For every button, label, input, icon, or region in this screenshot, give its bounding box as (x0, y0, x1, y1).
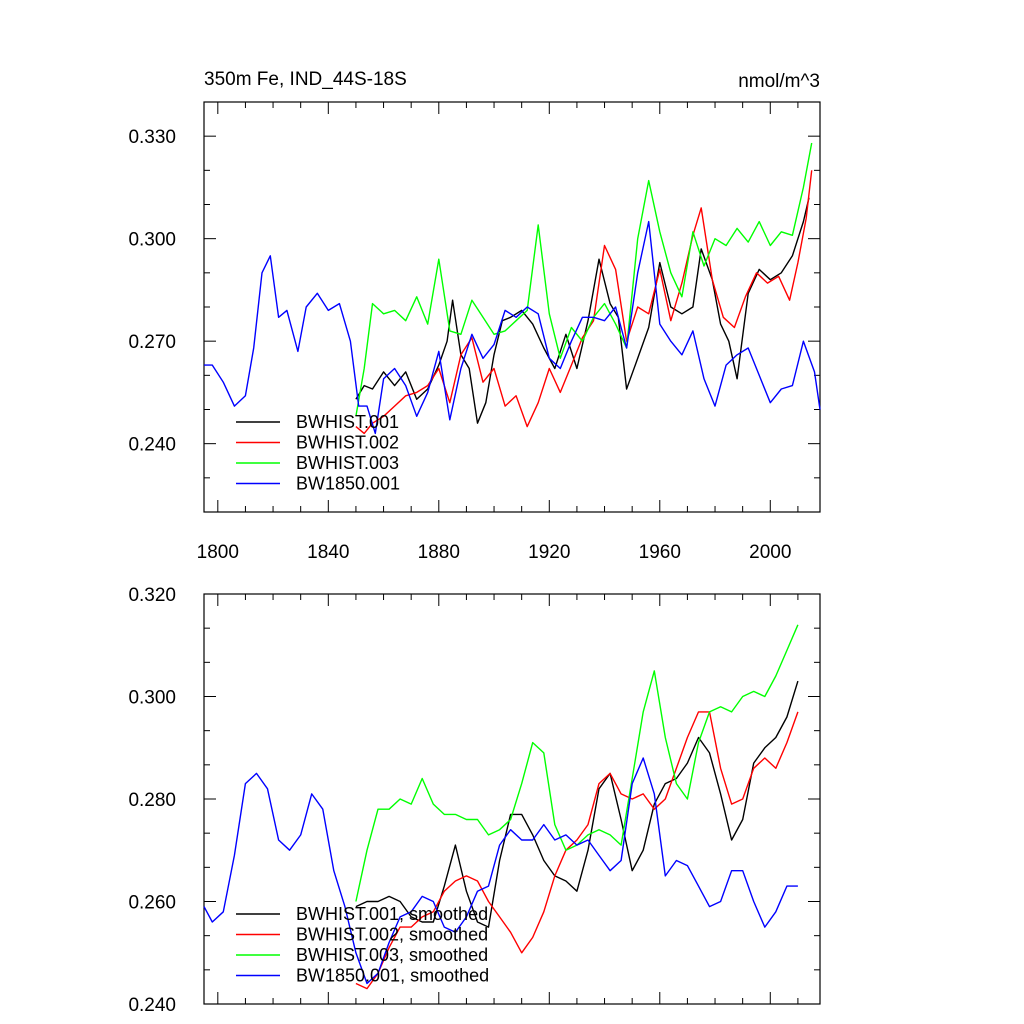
series-line-2 (355, 624, 799, 902)
series-line-1 (355, 711, 799, 990)
top-series-lines (204, 142, 821, 435)
bottom-panel: 0.240 0.260 0.280 0.300 0.320 BWHIST.001, sm… (128, 585, 821, 1016)
y-tick-label: 0.270 (128, 332, 176, 353)
series-line-3 (204, 220, 821, 435)
legend-label: BWHIST.002, smoothed (296, 925, 488, 945)
legend-label: BW1850.001 (296, 474, 400, 494)
x-tick-label: 1960 (639, 542, 681, 563)
top-chart-units: nmol/m^3 (738, 71, 820, 92)
y-tick-label: 0.300 (128, 688, 176, 709)
x-tick-label: 1880 (418, 542, 460, 563)
bottom-series-lines (203, 624, 799, 990)
legend-label: BWHIST.001 (296, 412, 399, 432)
legend-label: BWHIST.003 (296, 453, 399, 473)
y-tick-label: 0.280 (128, 790, 176, 811)
x-tick-label: 1920 (528, 542, 570, 563)
x-tick-label: 2000 (749, 542, 791, 563)
y-tick-label: 0.320 (128, 585, 176, 606)
x-tick-label: 1800 (197, 542, 239, 563)
x-tick-label: 1840 (307, 542, 349, 563)
y-tick-label: 0.330 (128, 127, 176, 148)
bottom-axis-ticks: 0.240 0.260 0.280 0.300 0.320 (128, 585, 820, 1016)
y-tick-label: 0.260 (128, 893, 176, 914)
y-tick-label: 0.240 (128, 995, 176, 1016)
top-axis-ticks: 1800 1840 1880 1920 1960 2000 0.240 0.270 0.300 0… (128, 101, 820, 563)
legend-label: BWHIST.001, smoothed (296, 904, 488, 924)
legend-label: BWHIST.002 (296, 433, 399, 453)
series-line-0 (355, 680, 799, 928)
top-panel: 350m Fe, IND_44S-18S nmol/m^3 1800 1840 18… (128, 69, 821, 563)
top-chart-title: 350m Fe, IND_44S-18S (204, 69, 407, 90)
series-line-3 (203, 757, 798, 985)
y-tick-label: 0.300 (128, 230, 176, 251)
series-line-2 (355, 142, 813, 417)
legend-label: BWHIST.003, smoothed (296, 945, 488, 965)
series-line-1 (355, 170, 813, 435)
legend-label: BW1850.001, smoothed (296, 966, 489, 986)
y-tick-label: 0.240 (128, 435, 176, 456)
